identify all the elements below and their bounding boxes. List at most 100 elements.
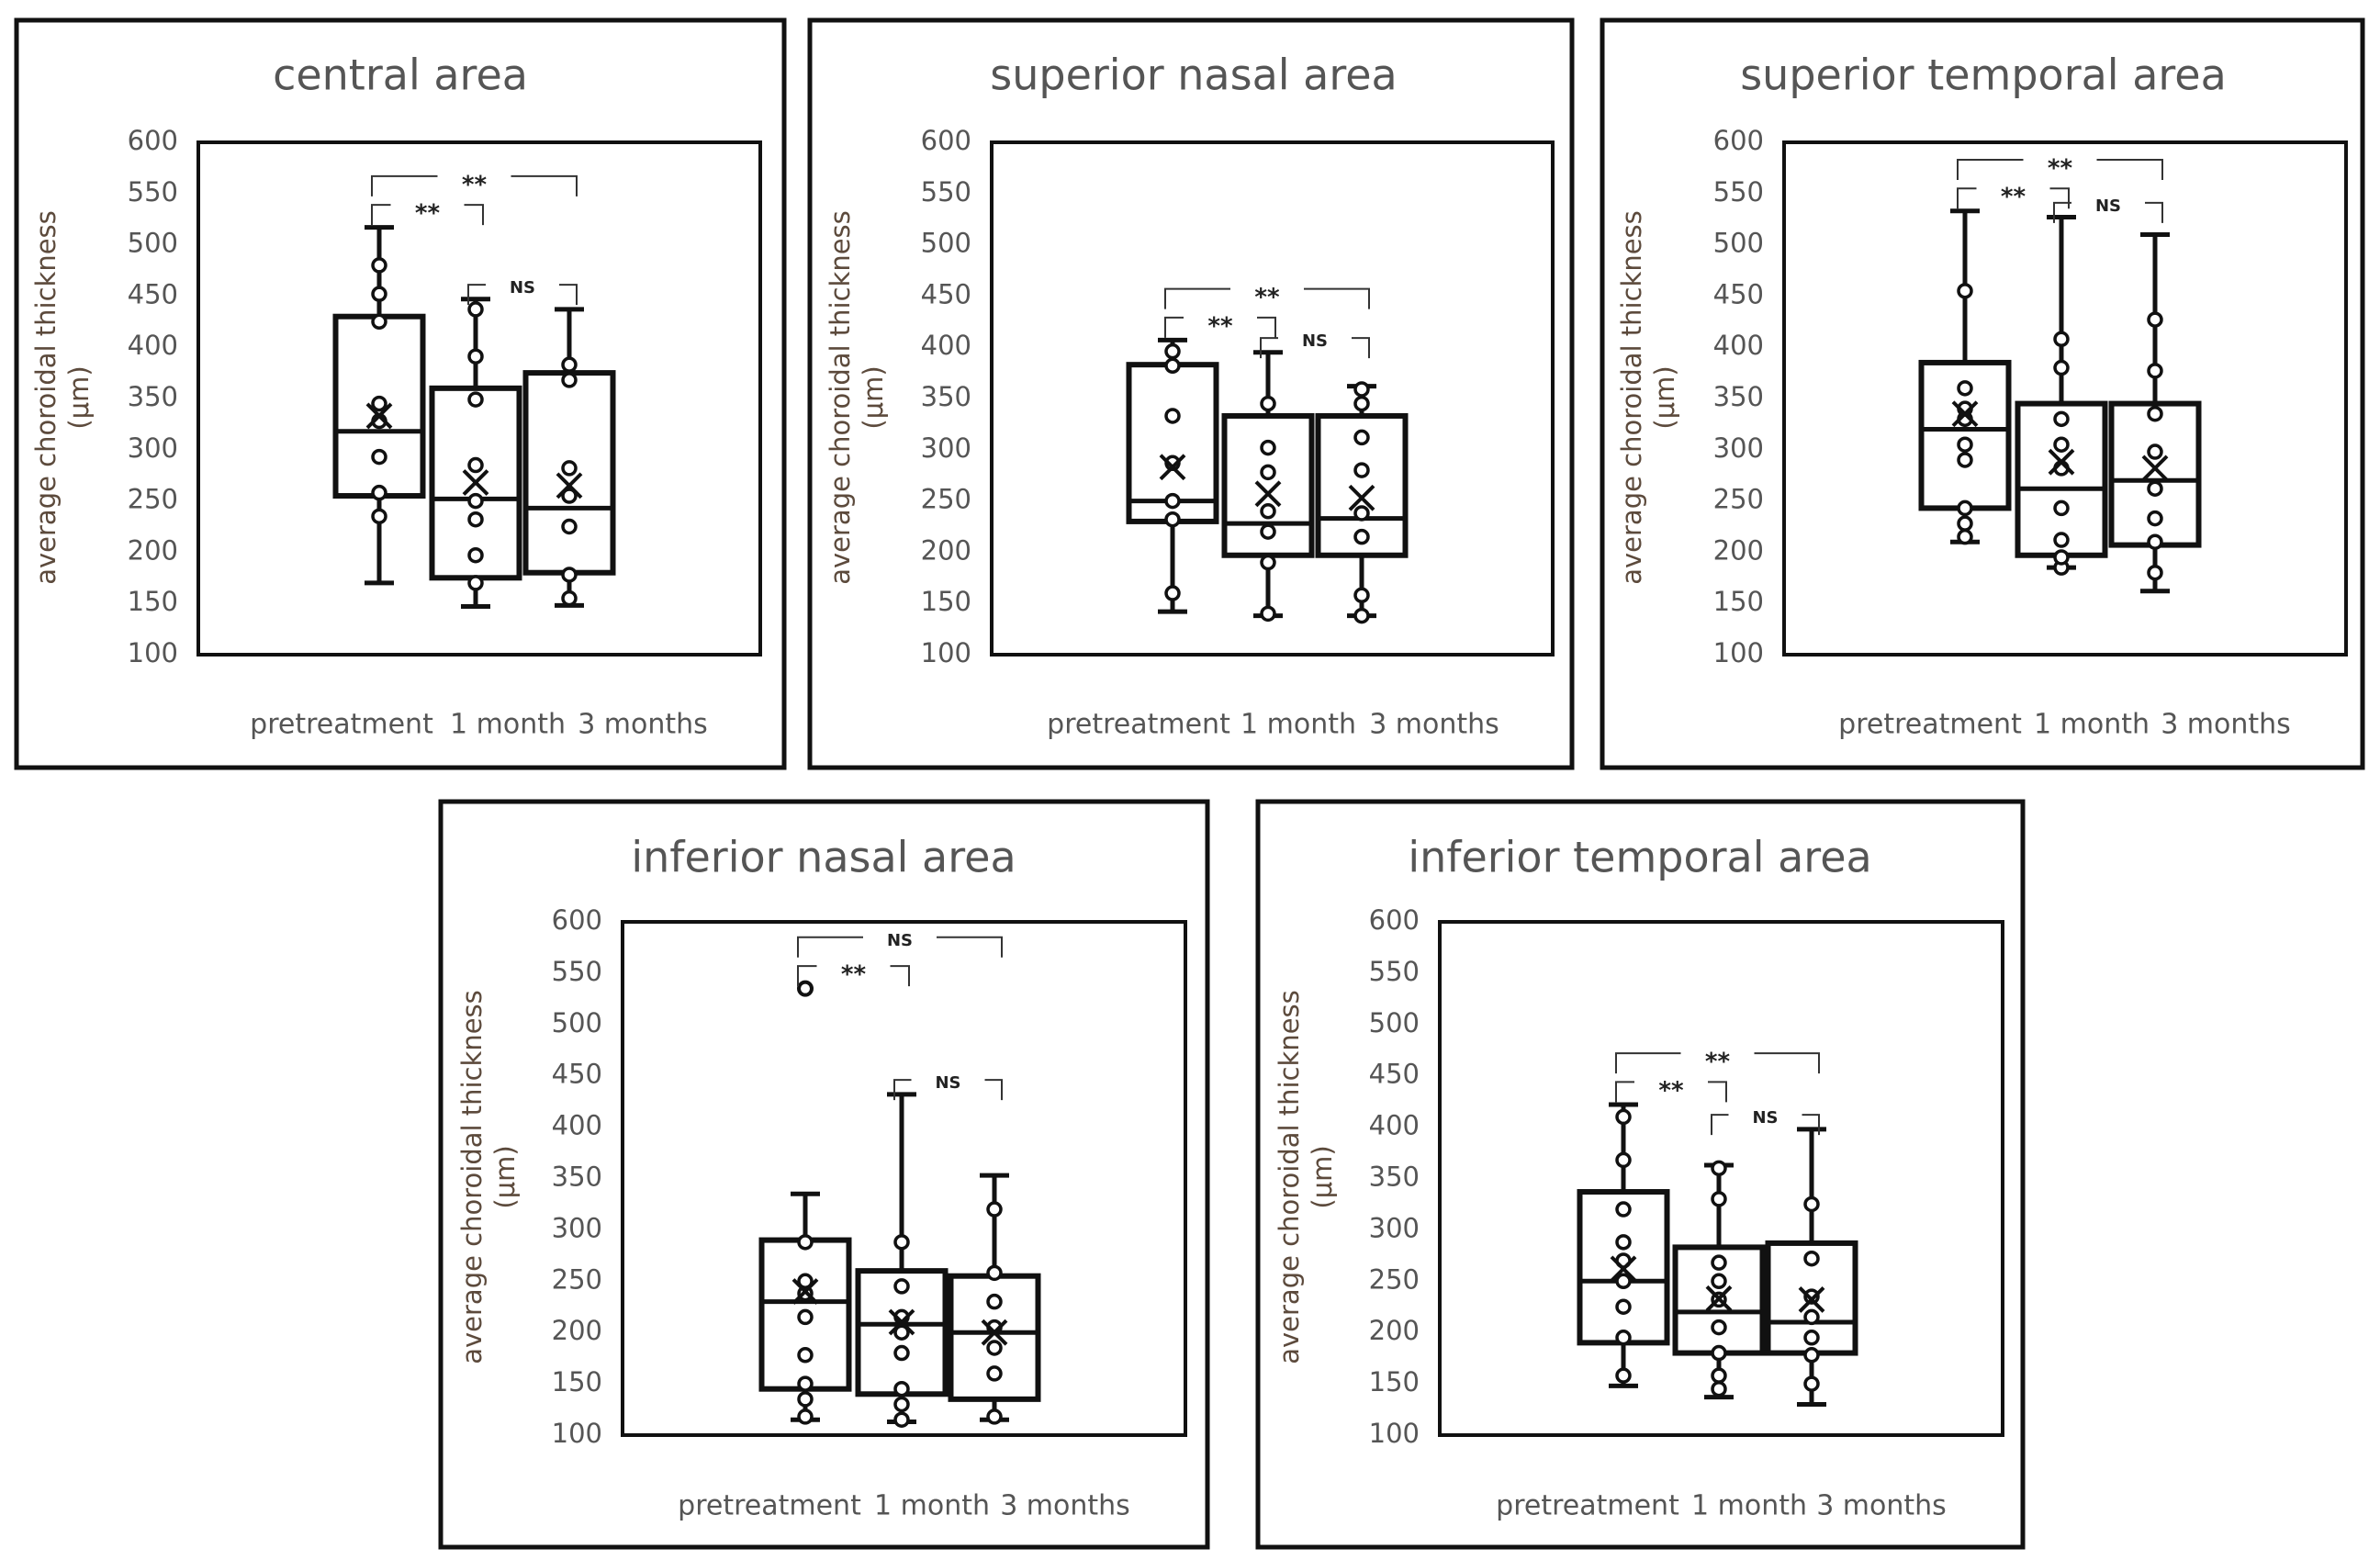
y-tick-label: 400 [921,330,971,361]
chart-title: superior temporal area [1740,51,2227,100]
y-axis-label: average choroidal thickness(μm) [30,210,95,585]
data-point [1711,1344,1727,1362]
bracket-line-left [2053,201,2071,223]
comparison-bracket: ** [1164,312,1276,340]
y-tick-label: 350 [128,381,178,412]
data-point [561,488,578,504]
bracket-line-right [1708,1081,1727,1103]
data-point [2147,363,2163,379]
data-point [2147,533,2163,550]
bracket-line-left [1957,187,1977,209]
panel-frame [14,17,787,770]
data-point [1957,283,1973,299]
significance-label: ** [415,200,441,228]
data-point [1957,499,1973,517]
data-point [1615,1201,1632,1218]
panel-frame [1255,799,2026,1550]
data-point [2147,480,2163,497]
comparison-bracket: ** [797,961,910,989]
significance-label: ** [1207,312,1233,340]
y-tick-label: 200 [128,534,178,566]
bracket-line-left [1615,1081,1634,1103]
bracket-line-right [1754,1052,1820,1074]
data-point [2053,410,2070,428]
significance-label: ** [2001,184,2026,211]
data-point [893,1324,910,1341]
data-point [561,372,578,388]
x-category-label: 3 months [2161,709,2291,741]
data-point [1353,528,1370,545]
data-point [1803,1195,1820,1213]
plot-area [196,140,762,657]
y-tick-label: 100 [552,1418,602,1449]
data-point [1615,1234,1632,1251]
data-point [1711,1254,1727,1271]
box-plot-1 [1126,337,1219,614]
y-tick-label: 150 [1713,586,1764,617]
data-point [1164,342,1181,360]
data-point [371,286,387,302]
data-point [797,1347,814,1364]
comparison-bracket: ** [371,171,578,198]
significance-label: ** [1254,284,1280,311]
x-category-label: pretreatment [250,709,433,741]
data-point [1803,1375,1820,1392]
data-point [371,257,387,274]
y-tick-label: 600 [1713,125,1764,156]
data-point [1164,511,1181,528]
y-tick-label: 600 [1369,904,1420,936]
y-tick-label: 500 [921,228,971,259]
comparison-bracket: ** [1957,154,2163,182]
data-point [2053,331,2070,348]
data-point [1164,408,1181,424]
x-category-label: 1 month [2034,709,2150,741]
data-point [1615,1367,1632,1384]
data-point [467,391,484,408]
box-plot-2 [429,297,522,610]
y-tick-label: 300 [921,432,971,464]
bracket-line-right [1352,337,1370,359]
outlier-point [797,980,814,997]
y-tick-label: 450 [1369,1059,1420,1090]
y-tick-label: 550 [128,176,178,208]
comparison-bracket: ** [1164,284,1370,311]
data-point [1353,381,1370,398]
comparison-bracket: ** [371,200,484,228]
comparison-bracket: ** [1615,1077,1727,1105]
data-point [797,1408,814,1425]
box-plot-3 [948,1173,1041,1425]
y-tick-label: 200 [921,534,971,566]
y-tick-label: 250 [1713,484,1764,515]
y-tick-label: 250 [128,484,178,515]
data-point [467,575,484,591]
data-point [1711,1319,1727,1336]
significance-label: ** [1705,1049,1731,1076]
x-category-label: pretreatment [1496,1490,1679,1522]
y-tick-label: 150 [552,1366,602,1397]
y-tick-label: 400 [1713,330,1764,361]
data-point [1711,1160,1727,1177]
y-tick-label: 100 [921,637,971,668]
y-tick-label: 300 [1369,1212,1420,1243]
x-category-label: 3 months [1369,709,1499,741]
bracket-line-left [1260,337,1278,359]
comparison-bracket: NS [1260,331,1370,359]
data-point [893,1344,910,1362]
data-point [467,348,484,365]
box-plot-3 [522,307,616,608]
data-point [1353,429,1370,446]
y-axis-label: average choroidal thickness(μm) [1274,990,1338,1364]
box-plot-2 [1221,350,1315,623]
y-tick-label: 250 [552,1263,602,1295]
comparison-bracket: NS [467,278,578,306]
significance-label: ** [841,961,867,989]
y-tick-label: 500 [552,1007,602,1038]
bracket-line-right [937,936,1003,958]
data-point [1615,1108,1632,1126]
y-axis-label: average choroidal thickness(μm) [825,210,889,585]
box-plot-3 [1315,381,1409,624]
y-axis-label-line: (μm) [858,365,889,429]
y-tick-label: 450 [1713,278,1764,309]
y-axis-label-line: (μm) [489,1145,521,1208]
bracket-line-right [1257,316,1276,338]
